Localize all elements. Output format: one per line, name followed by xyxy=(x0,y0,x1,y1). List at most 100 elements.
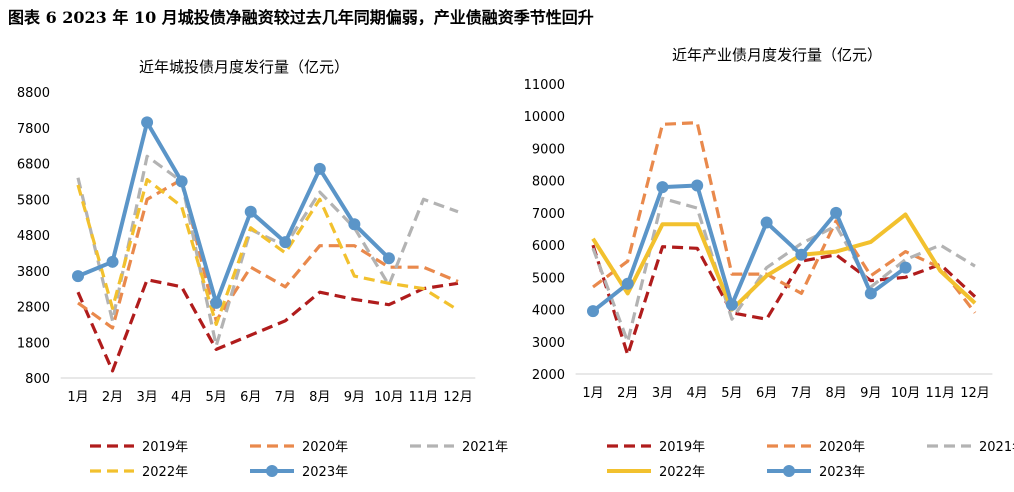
legend-item-2021年: 2021年 xyxy=(927,440,1014,455)
series-point-2023年 xyxy=(382,252,395,265)
legend-label: 2021年 xyxy=(462,440,508,455)
y-tick-label: 5000 xyxy=(532,271,565,286)
series-point-2023年 xyxy=(587,305,599,318)
series-point-2023年 xyxy=(691,179,704,192)
legend-marker xyxy=(783,465,795,477)
series-point-2023年 xyxy=(244,205,257,218)
chart-industrial-bonds: 近年产业债月度发行量（亿元） 2000 3000 4000 5000 6000 7000 80… xyxy=(524,46,1014,480)
y-tick-label: 4800 xyxy=(17,229,50,244)
x-tick-label: 10月 xyxy=(374,390,404,405)
series-point-2023年 xyxy=(141,116,154,129)
legend-item-2023年: 2023年 xyxy=(767,465,865,480)
y-tick-label: 3800 xyxy=(17,265,50,280)
legend-item-2020年: 2020年 xyxy=(250,440,348,455)
series-point-2023年 xyxy=(279,236,292,249)
chart-title: 近年产业债月度发行量（亿元） xyxy=(672,46,882,64)
x-tick-label: 9月 xyxy=(860,386,881,401)
series-line-2019年 xyxy=(76,278,459,373)
x-tick-label: 3月 xyxy=(136,390,157,405)
y-tick-label: 800 xyxy=(25,372,50,387)
x-tick-label: 12月 xyxy=(443,390,473,405)
series-line-2021年 xyxy=(76,154,459,348)
y-tick-label: 7000 xyxy=(532,207,565,222)
y-tick-label: 5800 xyxy=(17,193,50,208)
legend-item-2019年: 2019年 xyxy=(90,440,188,455)
legend-item-2021年: 2021年 xyxy=(410,440,508,455)
series-line-2022年 xyxy=(591,212,977,312)
chart-urban-investment-bonds: 近年城投债月度发行量（亿元） 800 1800 2800 3800 4800 5800 680… xyxy=(17,58,508,480)
y-tick-label: 8800 xyxy=(17,86,50,101)
x-tick-label: 5月 xyxy=(206,390,227,405)
legend-label: 2020年 xyxy=(302,440,348,455)
series-point-2023年 xyxy=(725,298,738,311)
x-tick-label: 4月 xyxy=(171,390,192,405)
series-point-2023年 xyxy=(348,218,361,231)
y-tick-label: 3000 xyxy=(532,336,565,351)
legend-label: 2020年 xyxy=(819,440,865,455)
series-line-2022年 xyxy=(76,178,459,326)
chart-title: 近年城投债月度发行量（亿元） xyxy=(139,58,349,76)
x-tick-label: 3月 xyxy=(652,386,673,401)
series-point-2023年 xyxy=(760,216,773,229)
x-tick-label: 5月 xyxy=(721,386,742,401)
legend-item-2022年: 2022年 xyxy=(607,465,705,480)
y-tick-label: 8000 xyxy=(532,175,565,190)
y-tick-label: 9000 xyxy=(532,142,565,157)
legend-item-2022年: 2022年 xyxy=(90,465,188,480)
x-tick-label: 8月 xyxy=(825,386,846,401)
x-tick-label: 11月 xyxy=(409,390,439,405)
x-tick-label: 2月 xyxy=(617,386,638,401)
series-point-2023年 xyxy=(210,296,223,309)
series-line-2023年 xyxy=(591,183,907,313)
x-tick-label: 6月 xyxy=(756,386,777,401)
x-tick-label: 6月 xyxy=(240,390,261,405)
series-line-2019年 xyxy=(591,244,977,357)
series-line-2023年 xyxy=(77,120,391,305)
series-point-2023年 xyxy=(795,248,808,261)
legend-label: 2023年 xyxy=(302,465,348,480)
y-tick-label: 4000 xyxy=(532,304,565,319)
x-tick-label: 1月 xyxy=(67,390,88,405)
series-line-2021年 xyxy=(591,196,976,344)
x-tick-label: 10月 xyxy=(891,386,921,401)
x-tick-label: 4月 xyxy=(687,386,708,401)
y-tick-label: 1800 xyxy=(17,336,50,351)
series-point-2023年 xyxy=(621,277,634,290)
x-tick-label: 7月 xyxy=(275,390,296,405)
legend-label: 2023年 xyxy=(819,465,865,480)
x-tick-label: 1月 xyxy=(582,386,603,401)
legend-label: 2022年 xyxy=(142,465,188,480)
series-line-2020年 xyxy=(592,121,977,314)
legend-item-2023年: 2023年 xyxy=(250,465,348,480)
series-point-2023年 xyxy=(175,175,188,188)
series-point-2023年 xyxy=(72,270,84,283)
x-tick-label: 12月 xyxy=(960,386,990,401)
y-tick-label: 11000 xyxy=(524,78,565,93)
figure-title: 图表 6 2023 年 10 月城投债净融资较过去几年同期偏弱，产业债融资季节性… xyxy=(8,8,594,27)
legend-label: 2022年 xyxy=(659,465,705,480)
series-point-2023年 xyxy=(106,255,119,268)
series-point-2023年 xyxy=(864,287,877,300)
series-point-2023年 xyxy=(656,181,669,194)
x-tick-label: 9月 xyxy=(344,390,365,405)
legend-label: 2021年 xyxy=(979,440,1014,455)
y-tick-label: 7800 xyxy=(17,122,50,137)
y-tick-label: 6800 xyxy=(17,158,50,173)
series-line-2020年 xyxy=(77,178,459,330)
x-tick-label: 2月 xyxy=(102,390,123,405)
series-point-2023年 xyxy=(899,261,912,274)
legend-label: 2019年 xyxy=(142,440,188,455)
y-tick-label: 2000 xyxy=(532,368,565,383)
series-point-2023年 xyxy=(830,206,843,219)
y-tick-label: 2800 xyxy=(17,301,50,316)
legend-item-2020年: 2020年 xyxy=(767,440,865,455)
legend-item-2019年: 2019年 xyxy=(607,440,705,455)
y-tick-label: 6000 xyxy=(532,239,565,254)
x-tick-label: 7月 xyxy=(791,386,812,401)
y-tick-label: 10000 xyxy=(524,110,565,125)
legend-marker xyxy=(266,465,278,477)
x-tick-label: 8月 xyxy=(309,390,330,405)
legend-label: 2019年 xyxy=(659,440,705,455)
series-point-2023年 xyxy=(313,162,326,175)
x-tick-label: 11月 xyxy=(925,386,955,401)
